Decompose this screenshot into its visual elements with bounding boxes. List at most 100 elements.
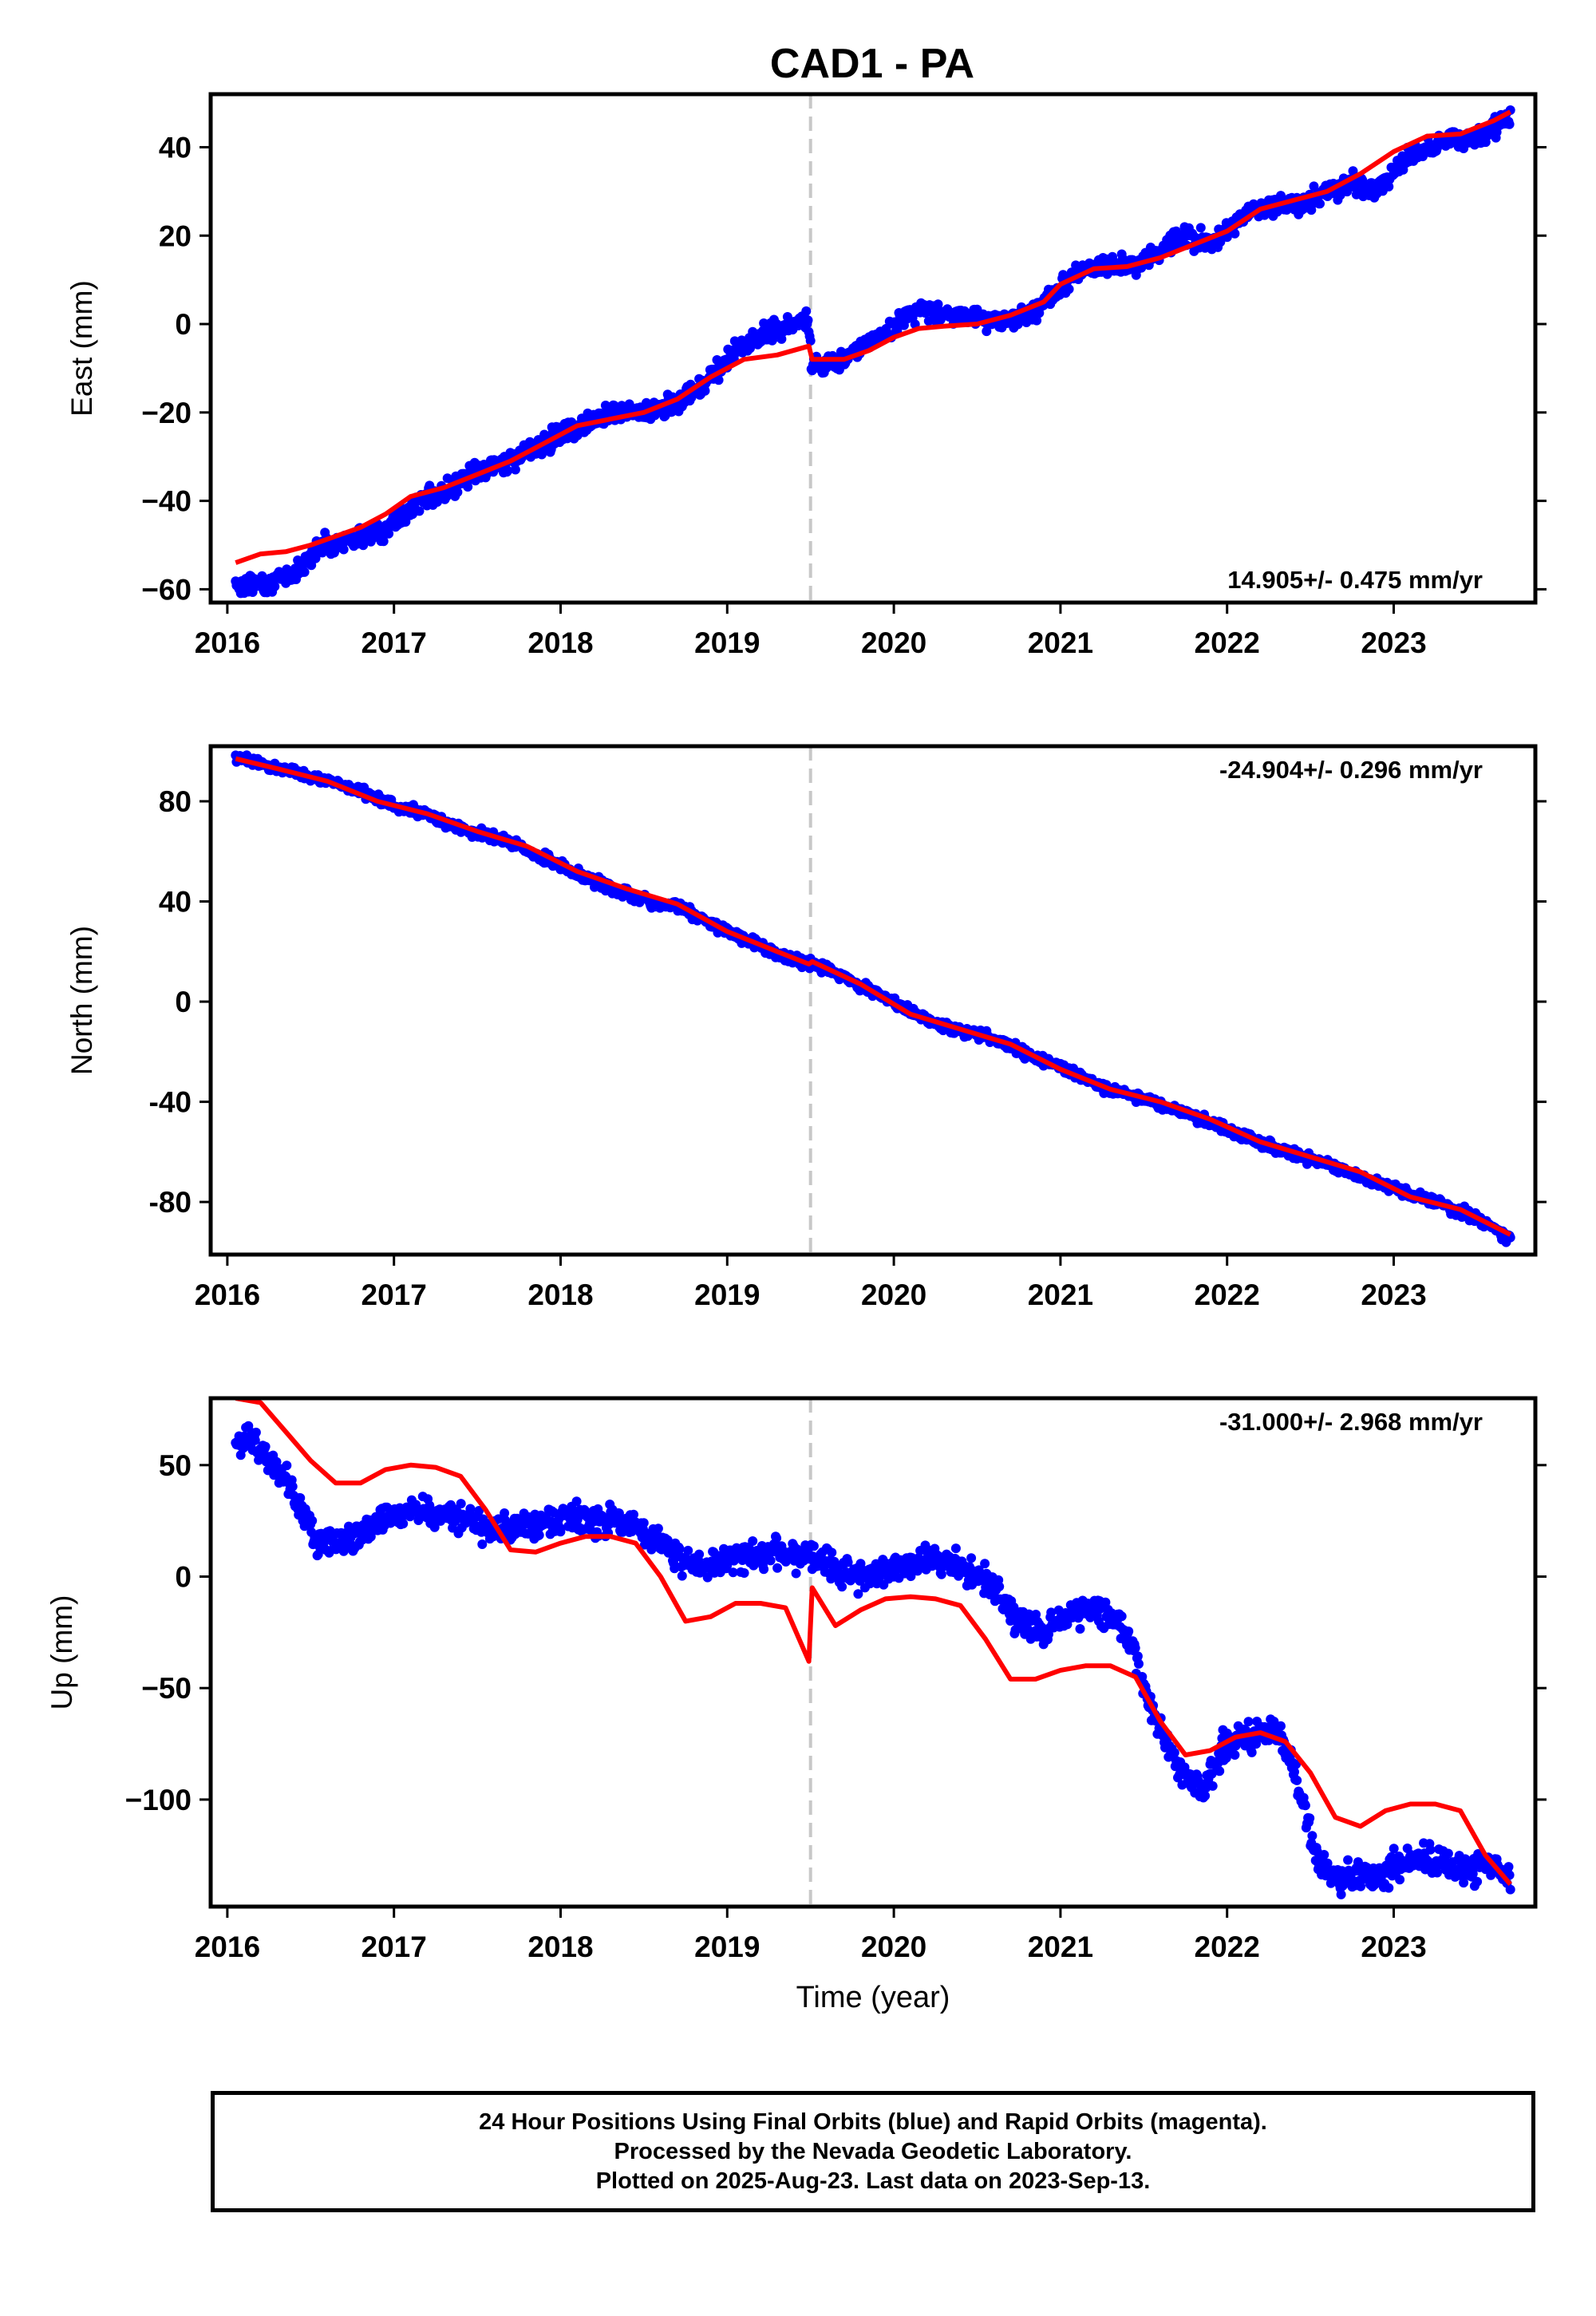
y-tick-label: -80 <box>149 1186 192 1219</box>
plot-frame <box>208 1396 1538 1909</box>
data-point <box>1246 1747 1257 1757</box>
data-point <box>1343 1855 1353 1865</box>
data-point <box>1459 1878 1469 1888</box>
data-point <box>966 1553 977 1563</box>
data-point <box>1276 1721 1286 1731</box>
data-point <box>260 1441 271 1452</box>
data-point <box>1291 1759 1302 1769</box>
x-tick-label: 2019 <box>694 626 760 659</box>
data-point <box>456 1499 466 1509</box>
data-point <box>477 1539 488 1549</box>
data-point <box>1432 1867 1442 1878</box>
data-point <box>1384 181 1394 192</box>
data-point <box>765 1555 776 1566</box>
x-tick-label: 2021 <box>1028 626 1093 659</box>
data-point <box>1305 1813 1315 1824</box>
data-point <box>843 1557 853 1567</box>
data-point <box>338 544 349 555</box>
y-axis-label: North (mm) <box>65 926 98 1075</box>
data-point <box>1348 166 1358 176</box>
data-point <box>1389 1844 1399 1854</box>
x-tick-label: 2020 <box>861 1931 926 1963</box>
data-point <box>1230 228 1240 239</box>
y-tick-label: -40 <box>149 1086 192 1119</box>
data-point <box>282 1460 292 1471</box>
data-point <box>1100 1597 1111 1607</box>
data-point <box>1032 315 1042 326</box>
data-point <box>776 334 787 344</box>
data-point <box>1130 1643 1140 1653</box>
model-fit-line <box>235 756 1512 1237</box>
plot-area-east <box>231 94 1515 603</box>
x-tick-label: 2022 <box>1195 626 1260 659</box>
data-points-up <box>231 1421 1515 1899</box>
data-point <box>837 1582 847 1592</box>
footer-note-box: 24 Hour Positions Using Final Orbits (bl… <box>211 2091 1535 2212</box>
data-point <box>1243 1717 1254 1727</box>
data-point <box>1322 1858 1333 1868</box>
data-point <box>1116 1611 1127 1622</box>
x-tick-label: 2023 <box>1361 626 1426 659</box>
data-point <box>805 336 816 346</box>
data-point <box>853 1589 863 1599</box>
data-point <box>629 1509 638 1520</box>
data-point <box>739 1568 749 1578</box>
data-point <box>1309 181 1319 192</box>
plot-frame <box>208 92 1538 605</box>
data-point <box>1336 1889 1346 1899</box>
y-tick-label: 40 <box>159 886 192 919</box>
data-point <box>358 540 369 551</box>
data-point <box>1207 1780 1218 1791</box>
footer-line-2: Processed by the Nevada Geodetic Laborat… <box>614 2138 1132 2164</box>
data-point <box>801 306 812 316</box>
data-point <box>295 1493 306 1503</box>
data-point <box>251 1427 261 1437</box>
data-point <box>683 1545 693 1555</box>
data-point <box>1134 1658 1144 1669</box>
data-point <box>1195 223 1206 233</box>
data-point <box>653 1524 663 1534</box>
y-tick-label: 0 <box>175 986 192 1018</box>
y-tick-label: 20 <box>159 219 192 252</box>
data-point <box>702 1572 713 1583</box>
data-point <box>827 1547 837 1558</box>
data-point <box>270 581 280 591</box>
data-point <box>571 1496 582 1507</box>
x-tick-label: 2016 <box>195 1931 260 1963</box>
data-point <box>772 1533 782 1543</box>
data-point <box>772 1563 783 1573</box>
rate-annotation: -24.904+/- 0.296 mm/yr <box>1219 756 1483 784</box>
data-point <box>1230 1750 1240 1760</box>
data-point <box>1124 1626 1134 1637</box>
data-point <box>614 1508 624 1519</box>
data-point <box>1009 1602 1019 1612</box>
y-tick-label: −20 <box>141 397 192 429</box>
data-point <box>307 1516 318 1526</box>
footer-line-1: 24 Hour Positions Using Final Orbits (bl… <box>479 2109 1267 2135</box>
data-point <box>1425 1844 1436 1855</box>
x-tick-label: 2020 <box>861 1279 926 1311</box>
data-point <box>677 1571 687 1581</box>
rate-annotation: 14.905+/- 0.475 mm/yr <box>1227 566 1483 594</box>
x-tick-label: 2016 <box>195 1279 260 1311</box>
data-point <box>994 1582 1005 1591</box>
data-point <box>1215 1766 1225 1777</box>
data-point <box>1315 199 1325 209</box>
data-point <box>936 1569 946 1579</box>
data-point <box>933 299 943 310</box>
data-point <box>1300 1800 1310 1811</box>
figure-title: CAD1 - PA <box>770 41 974 87</box>
data-point <box>1207 1769 1217 1779</box>
x-tick-label: 2021 <box>1028 1931 1093 1963</box>
x-tick-label: 2019 <box>694 1931 760 1963</box>
data-point <box>287 1481 298 1492</box>
data-point <box>534 1530 544 1540</box>
x-axis-label: Time (year) <box>796 1981 950 2014</box>
rate-annotation: -31.000+/- 2.968 mm/yr <box>1219 1408 1483 1436</box>
y-tick-label: 50 <box>159 1449 192 1482</box>
data-point <box>378 536 389 547</box>
data-point <box>474 1506 484 1516</box>
data-point <box>1443 1848 1453 1859</box>
y-tick-label: 0 <box>175 308 192 341</box>
